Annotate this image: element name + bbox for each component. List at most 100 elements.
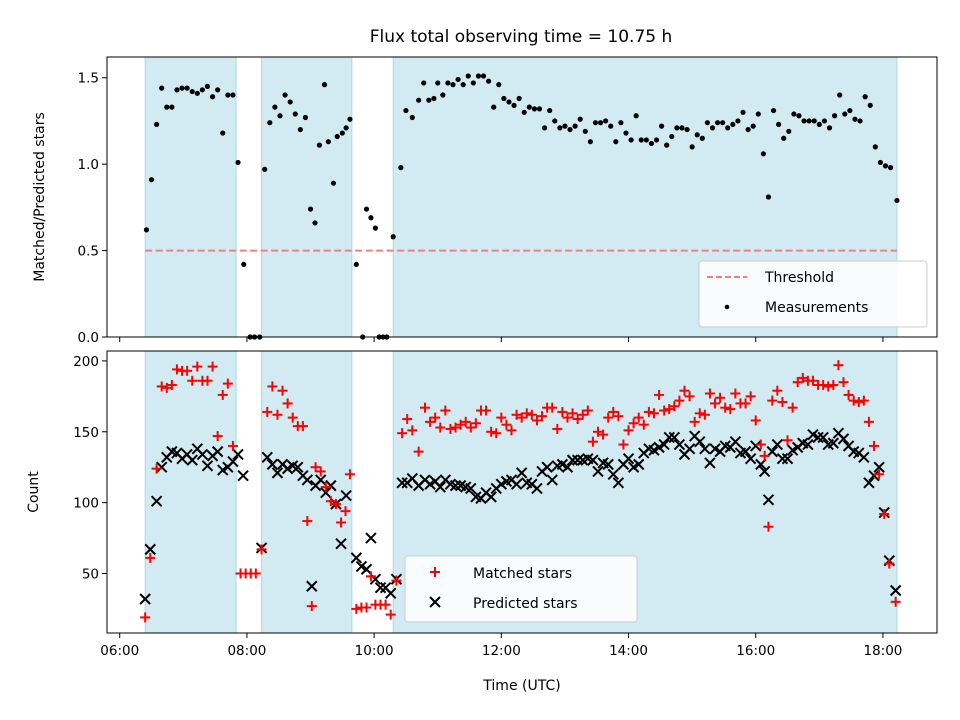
- matched-point-30: [297, 421, 308, 432]
- measurement-point-56: [426, 97, 432, 103]
- predicted-point-79: [561, 461, 574, 473]
- predicted-point-27-b: [292, 461, 304, 473]
- x-tick-label-4: 14:00: [609, 643, 648, 659]
- predicted-point-37-b: [340, 489, 352, 502]
- predicted-point-134: [837, 433, 850, 445]
- measurement-point-30: [297, 126, 303, 133]
- measurement-point-98: [638, 137, 644, 143]
- measurement-point-37: [330, 180, 337, 186]
- predicted-point-5-b: [166, 445, 178, 458]
- predicted-point-105: [694, 435, 706, 448]
- measurement-point-76: [526, 104, 532, 110]
- matched-point-111: [710, 398, 721, 409]
- predicted-point-118-b: [758, 465, 771, 478]
- predicted-point-127-b: [802, 438, 814, 451]
- predicted-point-10-b: [191, 443, 204, 455]
- matched-point-114: [725, 404, 736, 415]
- top-x-ticks: [119, 337, 884, 342]
- top-y-tick-label-2: 1.0: [78, 157, 99, 173]
- measurement-point-2: [154, 121, 160, 128]
- measurement-point-133: [816, 121, 822, 128]
- matched-point-90: [603, 412, 614, 423]
- predicted-point-42-b: [369, 573, 382, 585]
- measurement-point-57: [431, 95, 437, 102]
- predicted-point-34-b: [325, 479, 337, 492]
- measurement-point-116: [730, 121, 736, 128]
- predicted-point-135-b: [842, 440, 855, 452]
- predicted-point-110-b: [719, 440, 731, 452]
- matched-point-131: [807, 375, 818, 386]
- predicted-point-75-b: [541, 461, 553, 473]
- measurement-point-147: [887, 165, 894, 171]
- predicted-point-126-b: [797, 437, 809, 449]
- predicted-point-132-b: [827, 437, 840, 449]
- measurement-point-115: [725, 125, 731, 131]
- matched-point-70: [501, 419, 512, 430]
- matched-point-54: [420, 402, 431, 413]
- predicted-point-53-b: [429, 475, 441, 488]
- matched-point-27: [282, 398, 293, 409]
- predicted-point-14: [211, 445, 224, 458]
- matched-point-59: [445, 423, 456, 434]
- measurement-point-92: [608, 123, 614, 129]
- measurement-points: [143, 73, 900, 340]
- predicted-point-41-b: [365, 532, 377, 544]
- top-y-tick-label-3: 1.5: [78, 71, 99, 87]
- predicted-point-139: [863, 477, 875, 489]
- predicted-point-85: [592, 465, 604, 478]
- legend-predicted-swatch: [429, 596, 441, 608]
- matched-point-47: [380, 599, 391, 610]
- predicted-point-47: [396, 477, 408, 489]
- predicted-point-12: [201, 460, 214, 472]
- top-y-ticks: 0.0 0.5 1.0 1.5: [78, 71, 107, 346]
- predicted-point-115: [744, 452, 757, 465]
- measurement-point-27: [282, 92, 288, 98]
- matched-point-140: [853, 397, 864, 408]
- measurement-point-111: [704, 120, 710, 126]
- predicted-point-23: [271, 467, 284, 479]
- measurement-point-96: [628, 137, 634, 143]
- predicted-point-0-b: [139, 593, 151, 605]
- bottom-y-tick-label-2: 150: [73, 425, 99, 441]
- matched-point-40: [344, 469, 355, 480]
- predicted-point-79-b: [561, 461, 574, 473]
- predicted-point-86-b: [597, 457, 609, 469]
- matched-point-56: [430, 412, 441, 423]
- matched-point-98: [643, 406, 654, 417]
- matched-point-91: [608, 406, 619, 417]
- predicted-point-138: [858, 451, 870, 463]
- measurement-point-0: [143, 227, 150, 233]
- top-legend-box: [698, 260, 928, 328]
- predicted-point-101: [673, 438, 686, 451]
- matched-point-64: [470, 418, 481, 429]
- measurement-point-73: [511, 102, 517, 108]
- predicted-point-32: [314, 474, 327, 486]
- matched-point-122: [763, 521, 774, 532]
- bottom-y-tick-label-0: 50: [82, 566, 99, 582]
- matched-point-82: [562, 412, 573, 423]
- measurement-point-121: [755, 111, 761, 117]
- bottom-y-tick-label-3: 200: [73, 354, 99, 370]
- matched-point-63: [465, 422, 476, 433]
- x-tick-label-2: 10:00: [355, 643, 394, 659]
- predicted-point-59-b: [460, 481, 472, 493]
- measurement-point-130: [801, 118, 807, 124]
- predicted-point-44-b: [379, 581, 392, 594]
- predicted-point-78-b: [556, 458, 569, 471]
- predicted-point-29-b: [301, 474, 314, 486]
- matched-point-119: [750, 415, 761, 426]
- measurement-point-146: [882, 163, 889, 169]
- measurement-point-94: [618, 120, 624, 126]
- matched-point-147: [890, 596, 901, 607]
- matched-point-105: [679, 385, 690, 396]
- matched-point-80: [552, 423, 563, 434]
- matched-point-4: [161, 382, 172, 393]
- predicted-point-17: [227, 455, 239, 468]
- predicted-point-29: [301, 474, 314, 486]
- legend-predicted-marker-b: [429, 596, 441, 608]
- measurement-point-126: [781, 135, 787, 141]
- predicted-point-45-b: [384, 587, 397, 600]
- bottom-x-ticks: 06:00 08:00 10:00 12:00 14:00 16:00 18:00: [100, 633, 902, 659]
- observing-band-bottom-1: [261, 350, 353, 634]
